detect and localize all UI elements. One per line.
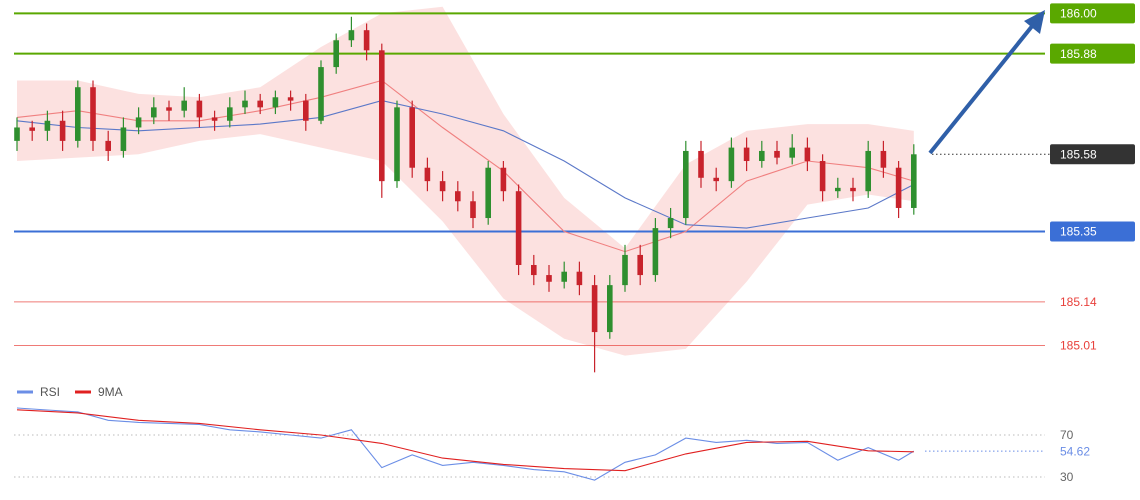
candle-body xyxy=(196,100,203,118)
candle-body xyxy=(774,150,780,158)
candle-body xyxy=(470,201,476,219)
candle-body xyxy=(44,120,51,131)
candle-body xyxy=(257,100,263,108)
candle-body xyxy=(576,271,583,286)
candle-body xyxy=(728,147,735,182)
candle-body xyxy=(59,120,66,141)
level-label: 185.01 xyxy=(1060,339,1097,353)
candle-body xyxy=(287,97,294,101)
level-label: 185.14 xyxy=(1060,295,1097,309)
candle-body xyxy=(667,218,674,229)
candle-body xyxy=(607,285,613,333)
level-label: 185.35 xyxy=(1060,225,1097,239)
candle-body xyxy=(439,181,446,192)
candle-body xyxy=(120,127,127,151)
candle-body xyxy=(880,150,887,168)
candle-body xyxy=(303,100,309,121)
candle-body xyxy=(804,147,811,162)
candle-body xyxy=(318,67,324,121)
candle-body xyxy=(911,154,917,208)
moving-average xyxy=(16,100,915,229)
candle-body xyxy=(105,140,111,151)
candle-body xyxy=(500,167,507,192)
candle-body xyxy=(181,100,187,111)
y-tick-label: 30 xyxy=(1060,470,1074,484)
candle-body xyxy=(485,167,491,219)
candle-body xyxy=(90,87,96,141)
candle-body xyxy=(561,271,567,282)
legend-label: 9MA xyxy=(98,385,123,399)
candle-body xyxy=(652,228,659,276)
indicator-line xyxy=(16,407,915,481)
indicator-line xyxy=(16,409,914,472)
rsi-panel: 70 30 RSI 9MA 54.62 xyxy=(14,385,1090,484)
candle-body xyxy=(227,107,233,121)
candle-body xyxy=(394,107,400,182)
moving-average xyxy=(16,79,914,253)
candle-body xyxy=(14,127,20,141)
candle-body xyxy=(591,285,598,333)
level-label-box xyxy=(1050,221,1135,242)
candle-body xyxy=(850,187,856,192)
candle-body xyxy=(759,150,765,162)
candle-body xyxy=(242,100,248,108)
candle-body xyxy=(409,107,415,168)
candle-body xyxy=(865,150,871,192)
price-panel: 186.00 185.88 185.58 185.35 185.14 185.01 xyxy=(14,3,1135,373)
candle-body xyxy=(637,254,643,276)
level-label-box xyxy=(1050,144,1135,165)
level-label-box xyxy=(1050,43,1135,64)
candle-body xyxy=(683,150,689,219)
candle-body xyxy=(135,117,142,128)
level-label: 185.58 xyxy=(1060,147,1097,161)
level-label: 185.88 xyxy=(1060,47,1097,61)
candle-body xyxy=(895,167,902,208)
candle-body xyxy=(75,87,81,141)
candle-body xyxy=(819,161,826,192)
level-label-box xyxy=(1050,3,1135,24)
candle-body xyxy=(835,187,841,192)
candle-body xyxy=(531,264,537,276)
candle-body xyxy=(515,191,522,265)
candle-body xyxy=(333,40,339,68)
candle-body xyxy=(272,97,279,108)
candle-body xyxy=(743,147,750,162)
candle-body xyxy=(379,50,385,182)
candle-body xyxy=(455,191,461,202)
candle-body xyxy=(622,254,628,286)
candle-body xyxy=(29,127,35,131)
level-label: 186.00 xyxy=(1060,7,1097,21)
candle-body xyxy=(713,177,719,182)
candle-body xyxy=(363,30,370,51)
bollinger-band xyxy=(17,6,914,356)
candle-body xyxy=(424,167,431,182)
candle-body xyxy=(698,150,704,178)
candle-body xyxy=(151,107,157,118)
candle-body xyxy=(211,117,218,121)
candle-body xyxy=(546,275,552,282)
candle-body xyxy=(789,147,795,158)
y-tick-label: 70 xyxy=(1060,428,1074,442)
current-value-label: 54.62 xyxy=(1060,444,1090,458)
legend-label: RSI xyxy=(40,385,60,399)
trend-arrow xyxy=(928,10,1045,155)
candle-body xyxy=(166,107,172,111)
candle-body xyxy=(348,30,355,41)
